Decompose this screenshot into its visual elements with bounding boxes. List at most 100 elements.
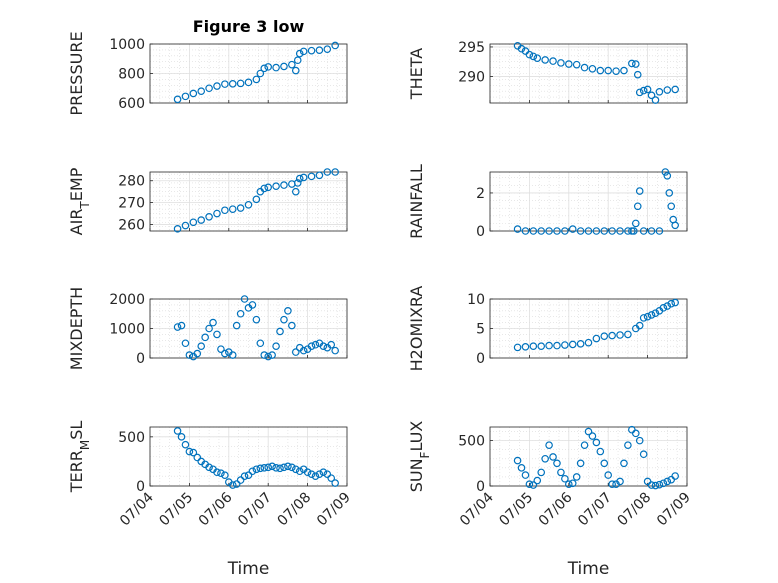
data-point <box>541 454 549 463</box>
data-point <box>260 184 269 193</box>
data-point <box>264 352 273 361</box>
data-point <box>236 204 245 212</box>
data-point <box>576 227 585 235</box>
data-point <box>236 309 245 318</box>
subplot-4: 0 2 RAINFALL <box>407 164 688 240</box>
data-point <box>671 221 679 230</box>
data-point <box>525 480 534 488</box>
data-point <box>299 173 308 182</box>
data-point <box>620 459 628 468</box>
data-point <box>323 45 332 53</box>
data-point <box>545 441 553 449</box>
data-point <box>616 227 624 235</box>
data-point <box>205 324 213 333</box>
data-point <box>173 427 182 435</box>
data-point <box>525 50 534 59</box>
x-tick-label: 07/04 <box>457 489 497 529</box>
y-tick-label: 2000 <box>109 292 145 308</box>
data-point <box>232 321 241 330</box>
data-point <box>205 84 213 93</box>
y-axis-label: PRESSURE <box>67 31 86 115</box>
data-point <box>568 340 577 349</box>
data-point <box>293 179 302 187</box>
subplot-7: 0 500 07/04 07/05 07/06 07/07 07/08 07/09 TERRMS… <box>67 421 354 579</box>
data-point <box>608 227 616 235</box>
data-point <box>545 341 553 350</box>
data-point <box>647 91 656 100</box>
data-point <box>663 172 672 180</box>
data-point <box>252 315 261 324</box>
data-point <box>272 63 280 72</box>
data-point <box>213 209 221 218</box>
x-tick-label: 07/06 <box>536 489 576 529</box>
data-point <box>580 441 589 449</box>
data-point <box>201 333 209 342</box>
data-point <box>533 54 542 62</box>
data-point <box>315 46 324 54</box>
axes-box <box>149 171 348 232</box>
data-point <box>197 87 206 96</box>
data-point <box>635 436 644 445</box>
y-tick-label: 5 <box>476 322 485 338</box>
data-point <box>288 463 296 472</box>
data-point <box>533 476 542 485</box>
data-point <box>181 440 190 449</box>
y-tick-label: 0 <box>476 224 485 240</box>
data-point <box>268 462 276 471</box>
y-tick-label: 280 <box>118 174 145 190</box>
data-point <box>537 342 546 351</box>
data-point <box>189 89 198 98</box>
data-point <box>272 182 280 191</box>
data-point <box>647 311 656 319</box>
data-point <box>651 96 660 104</box>
data-point <box>228 80 237 88</box>
data-point <box>616 331 624 339</box>
data-point <box>311 472 320 480</box>
data-point <box>307 172 316 181</box>
data-point <box>580 63 589 72</box>
data-point <box>331 346 339 355</box>
data-point <box>584 338 593 347</box>
data-point <box>639 86 648 95</box>
axes-box <box>149 426 348 487</box>
data-point <box>185 351 194 359</box>
data-point <box>232 480 241 488</box>
data-point <box>521 342 530 351</box>
data-point <box>327 340 336 349</box>
data-point <box>655 87 664 96</box>
data-point <box>181 221 190 230</box>
data-point <box>256 464 265 473</box>
data-point <box>256 69 265 78</box>
data-point <box>635 187 644 195</box>
data-point <box>549 57 557 65</box>
data-point <box>185 447 194 456</box>
data-point <box>596 447 605 456</box>
y-tick-label: 500 <box>118 430 145 446</box>
data-point <box>173 95 182 104</box>
data-point <box>217 469 225 478</box>
data-point <box>647 227 656 235</box>
data-point <box>236 79 245 88</box>
data-point <box>635 321 644 330</box>
data-point <box>288 60 296 69</box>
data-point <box>631 219 640 228</box>
data-point <box>307 46 316 55</box>
data-point <box>299 346 308 355</box>
data-point <box>633 70 642 79</box>
data-point <box>193 349 202 358</box>
y-tick-label: 1000 <box>109 37 145 53</box>
data-point <box>331 168 339 176</box>
data-point <box>521 471 530 479</box>
y-axis-label: AIRTEMP <box>67 167 92 235</box>
data-point <box>272 342 280 351</box>
data-point <box>189 218 198 227</box>
y-axis-label: MIXDEPTH <box>67 287 86 370</box>
y-tick-label: 500 <box>458 434 485 450</box>
data-point <box>288 321 296 330</box>
data-point <box>639 450 648 459</box>
x-tick-label: 07/09 <box>314 490 354 530</box>
data-point <box>228 351 237 359</box>
data-point <box>173 323 182 331</box>
subplot-3: 260 270 280 AIRTEMP <box>67 167 348 235</box>
x-tick-label: 07/06 <box>196 489 236 529</box>
